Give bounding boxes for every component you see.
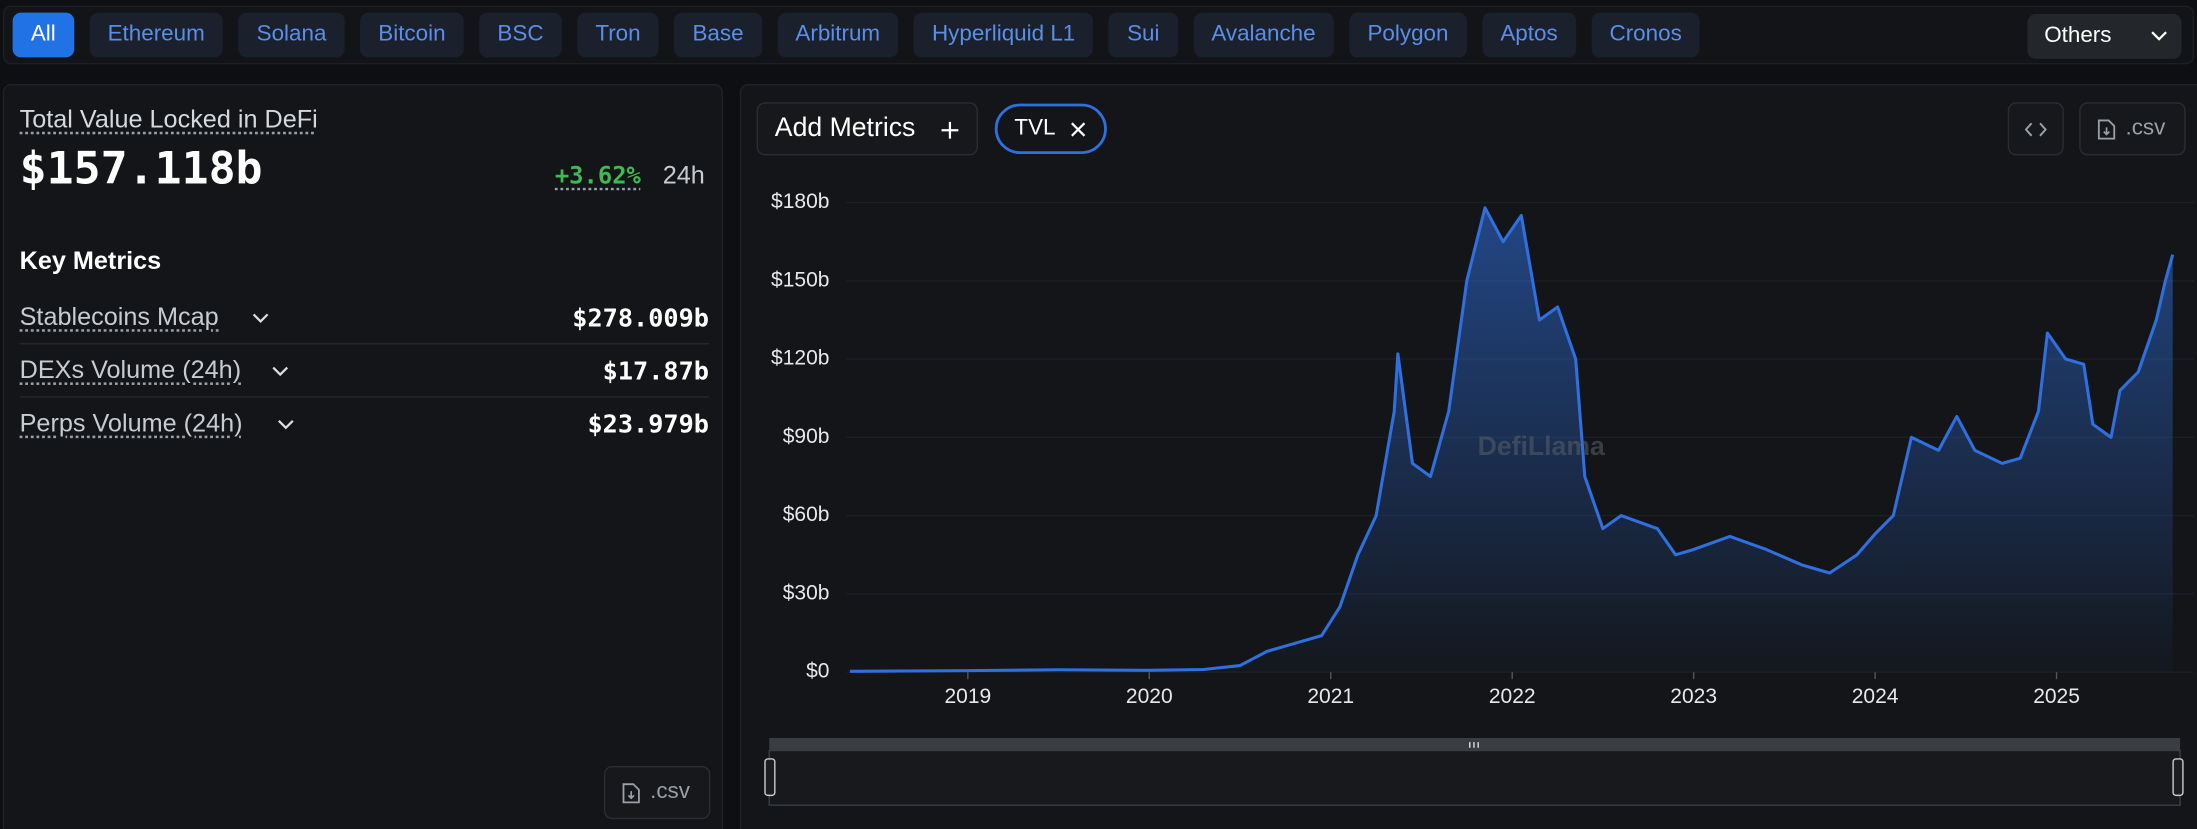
csv-label: .csv (650, 779, 690, 804)
chain-tab[interactable]: All (12, 12, 74, 58)
csv-button[interactable]: .csv (603, 765, 711, 820)
chevron (2151, 31, 2167, 41)
csv-button[interactable]: .csv (2079, 102, 2186, 156)
chain-tab[interactable]: Arbitrum (777, 12, 899, 58)
file-icon (622, 783, 640, 804)
tvl-title: Total Value Locked in DeFi (19, 105, 318, 134)
metric-label: Stablecoins Mcap (19, 302, 219, 331)
chain-tab[interactable]: Sui (1108, 12, 1178, 58)
chain-tab[interactable]: Aptos (1482, 12, 1576, 58)
metric-row[interactable]: DEXs Volume (24h) $17.87b (19, 344, 709, 398)
key-metrics-title: Key Metrics (19, 246, 162, 275)
chain-tab[interactable]: Base (674, 12, 762, 58)
others-dropdown[interactable]: Others (2027, 14, 2182, 59)
chain-tab[interactable]: Hyperliquid L1 (913, 12, 1094, 58)
metric-row[interactable]: Perps Volume (24h) $23.979b (20, 398, 709, 451)
metric-value: $23.979b (587, 410, 709, 440)
chain-tab[interactable]: Cronos (1591, 12, 1700, 58)
file-icon (2097, 119, 2116, 140)
embed-button[interactable] (2007, 102, 2064, 156)
chevron (252, 313, 269, 323)
chain-tab[interactable]: BSC (479, 12, 562, 58)
metric-label: Perps Volume (24h) (19, 408, 243, 437)
summary-panel: Total Value Locked in DeFi $157.118b +3.… (2, 84, 723, 829)
chart-panel: Add Metrics TVL .csv (739, 84, 2197, 829)
chain-tab[interactable]: Polygon (1349, 12, 1467, 58)
metric-label: DEXs Volume (24h) (19, 355, 242, 384)
close-icon[interactable] (1070, 122, 1086, 137)
metric-value: $278.009b (572, 303, 709, 334)
tvl-period: 24h (662, 161, 705, 190)
chevron (278, 419, 294, 430)
chain-tab[interactable]: Bitcoin (360, 12, 464, 58)
chain-tab[interactable]: Avalanche (1193, 12, 1334, 58)
add-metrics-label: Add Metrics (774, 113, 916, 143)
metric-chip[interactable]: TVL (994, 103, 1107, 155)
metric-value: $17.87b (602, 357, 709, 387)
plus-icon (941, 121, 959, 139)
tvl-change: +3.62% (554, 162, 641, 191)
chain-tab[interactable]: Tron (577, 12, 659, 58)
csv-label: .csv (2125, 116, 2166, 141)
tab-bar: All Ethereum Solana Bitcoin BSC Tron Base Arbit… (2, 5, 2195, 65)
add-metrics-button[interactable]: Add Metrics (756, 102, 978, 156)
code-icon (2024, 122, 2047, 137)
others-label: Others (2044, 23, 2112, 48)
chain-tab[interactable]: Solana (238, 12, 345, 58)
chain-tabs: All Ethereum Solana Bitcoin BSC Tron Base Arbit… (12, 12, 1700, 58)
tvl-value: $157.118b (19, 141, 263, 195)
chain-tab[interactable]: Ethereum (89, 12, 223, 58)
metric-row[interactable]: Stablecoins Mcap $278.009b (19, 291, 709, 345)
chevron (272, 366, 289, 377)
chip-label: TVL (1014, 116, 1056, 141)
